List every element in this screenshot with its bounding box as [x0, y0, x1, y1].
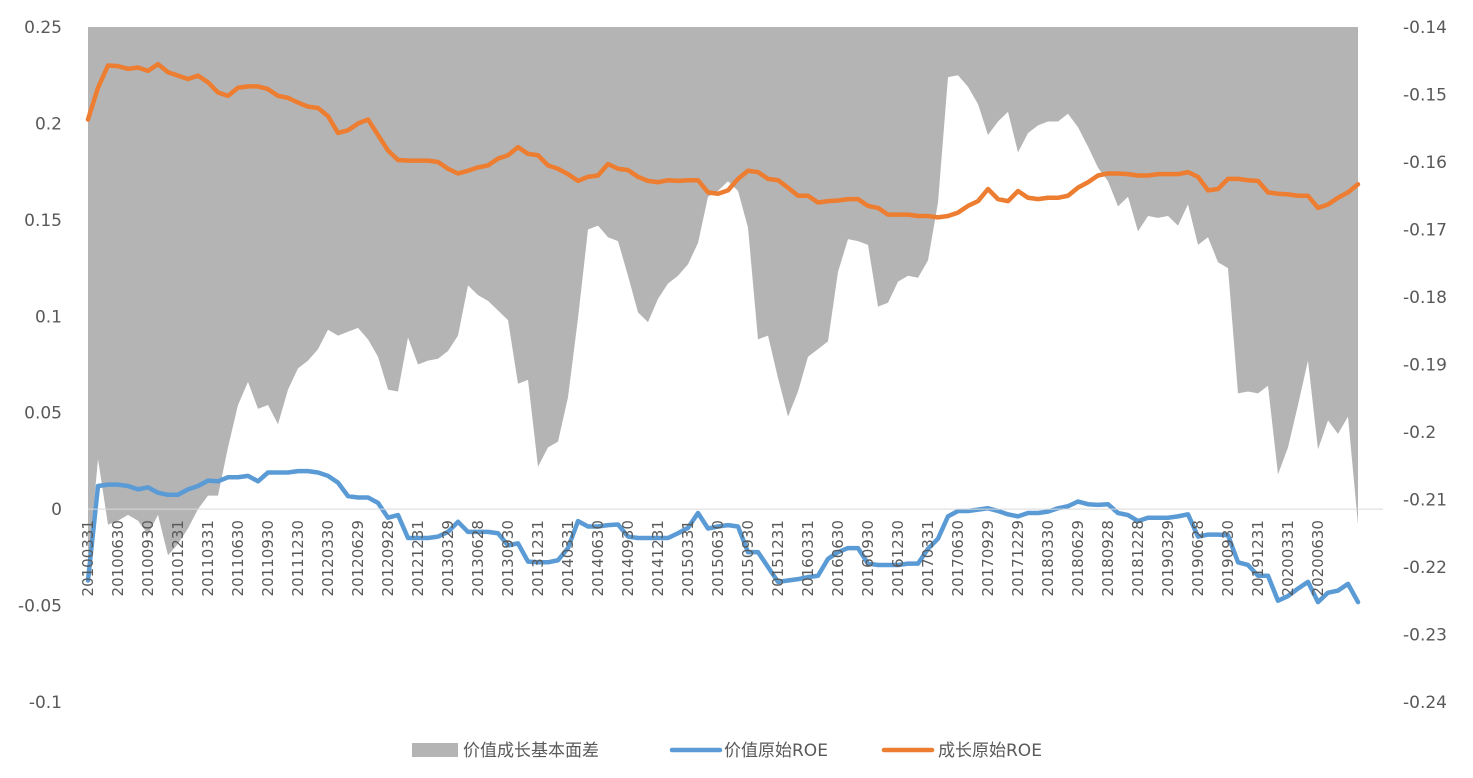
- right-axis-tick-label: -0.2: [1403, 423, 1436, 443]
- right-axis-tick-label: -0.19: [1403, 356, 1447, 376]
- x-axis-tick-label: 20110930: [259, 520, 277, 596]
- left-axis-tick-label: -0.05: [18, 597, 62, 617]
- x-axis-tick-label: 20100930: [139, 520, 157, 596]
- right-axis-tick-label: -0.17: [1403, 221, 1447, 241]
- x-axis-tick-label: 20160930: [859, 520, 877, 596]
- right-axis-tick-label: -0.15: [1403, 86, 1447, 106]
- x-axis-tick-label: 20190628: [1189, 520, 1207, 596]
- x-axis-tick-label: 20180629: [1069, 520, 1087, 596]
- x-axis-tick-label: 20140630: [589, 520, 607, 596]
- line-series-0: [85, 468, 1361, 605]
- right-axis-tick-label: -0.22: [1403, 558, 1447, 578]
- right-axis-tick-label: -0.21: [1403, 491, 1447, 511]
- x-axis-tick-label: 20170630: [949, 520, 967, 596]
- line-series-group: [85, 61, 1361, 605]
- x-axis-tick-label: 20171229: [1009, 520, 1027, 596]
- x-axis-tick-label: 20130628: [469, 520, 487, 596]
- x-axis-tick-label: 20101231: [169, 520, 187, 596]
- x-axis-tick-label: 20111230: [289, 520, 307, 596]
- legend-swatch-0: [412, 743, 458, 757]
- left-axis-tick-label: 0.05: [24, 404, 62, 424]
- right-axis-tick-label: -0.23: [1403, 626, 1447, 646]
- area-series-group: [88, 27, 1358, 569]
- x-axis-tick-label: 20200630: [1309, 520, 1327, 596]
- x-axis-tick-label: 20170929: [979, 520, 997, 596]
- legend-label-0: 价值成长基本面差: [463, 741, 599, 761]
- right-axis-tick-label: -0.18: [1403, 288, 1447, 308]
- x-axis-tick-label: 20181228: [1129, 520, 1147, 596]
- x-axis-tick-label: 20150331: [679, 520, 697, 596]
- legend-label-2: 成长原始ROE: [938, 741, 1042, 761]
- right-axis-tick-label: -0.24: [1403, 693, 1447, 713]
- x-axis-tick-label: 20110630: [229, 520, 247, 596]
- x-axis-tick-label: 20100630: [109, 520, 127, 596]
- x-axis-tick-label: 20150630: [709, 520, 727, 596]
- x-axis-tick-label: 20140930: [619, 520, 637, 596]
- x-axis-tick-label: 20110331: [199, 520, 217, 596]
- right-axis-tick-label: -0.14: [1403, 18, 1447, 38]
- legend-label-1: 价值原始ROE: [724, 741, 828, 761]
- x-axis-tick-label: 20161230: [889, 520, 907, 596]
- x-axis-tick-label: 20120928: [379, 520, 397, 596]
- right-axis-tick-label: -0.16: [1403, 153, 1447, 173]
- x-axis-tick-label: 20120330: [319, 520, 337, 596]
- x-axis-tick-label: 20160630: [829, 520, 847, 596]
- x-axis-tick-label: 20130930: [499, 520, 517, 596]
- line-series-1: [85, 61, 1361, 220]
- area-series-value-growth-diff: [88, 27, 1358, 569]
- left-axis-tick-label: 0.2: [35, 114, 62, 134]
- left-axis-tick-label: 0.1: [35, 307, 62, 327]
- x-axis-tick-label: 20190329: [1159, 520, 1177, 596]
- axes-group: -0.1 -0.05 0 0.05 0.1 0.15 0.2 0.25 -0.24 -0.23 -0…: [18, 18, 1447, 713]
- x-axis-tick-label: 20180928: [1099, 520, 1117, 596]
- left-axis-tick-label: 0.15: [24, 211, 62, 231]
- x-axis-tick-label: 20131231: [529, 520, 547, 596]
- left-axis-tick-label: 0.25: [24, 18, 62, 38]
- x-axis-tick-label: 20130329: [439, 520, 457, 596]
- x-axis-tick-label: 20140331: [559, 520, 577, 596]
- x-axis-tick-label: 20120629: [349, 520, 367, 596]
- left-axis-tick-label: -0.1: [29, 693, 62, 713]
- x-axis-tick-label: 20200331: [1279, 520, 1297, 596]
- x-axis-tick-label: 20180330: [1039, 520, 1057, 596]
- x-axis-tick-label: 20141231: [649, 520, 667, 596]
- x-axis-tick-label: 20191231: [1249, 520, 1267, 596]
- legend: 价值成长基本面差 价值原始ROE 成长原始ROE: [412, 741, 1042, 761]
- x-axis-tick-label: 20151231: [769, 520, 787, 596]
- x-axis-tick-label: 20190930: [1219, 520, 1237, 596]
- x-axis-tick-label: 20170331: [919, 520, 937, 596]
- x-axis-tick-label: 20121231: [409, 520, 427, 596]
- x-axis-tick-label: 20160331: [799, 520, 817, 596]
- x-axis-tick-label: 20150930: [739, 520, 757, 596]
- left-axis-tick-label: 0: [51, 500, 62, 520]
- x-axis-tick-label: 20100331: [79, 520, 97, 596]
